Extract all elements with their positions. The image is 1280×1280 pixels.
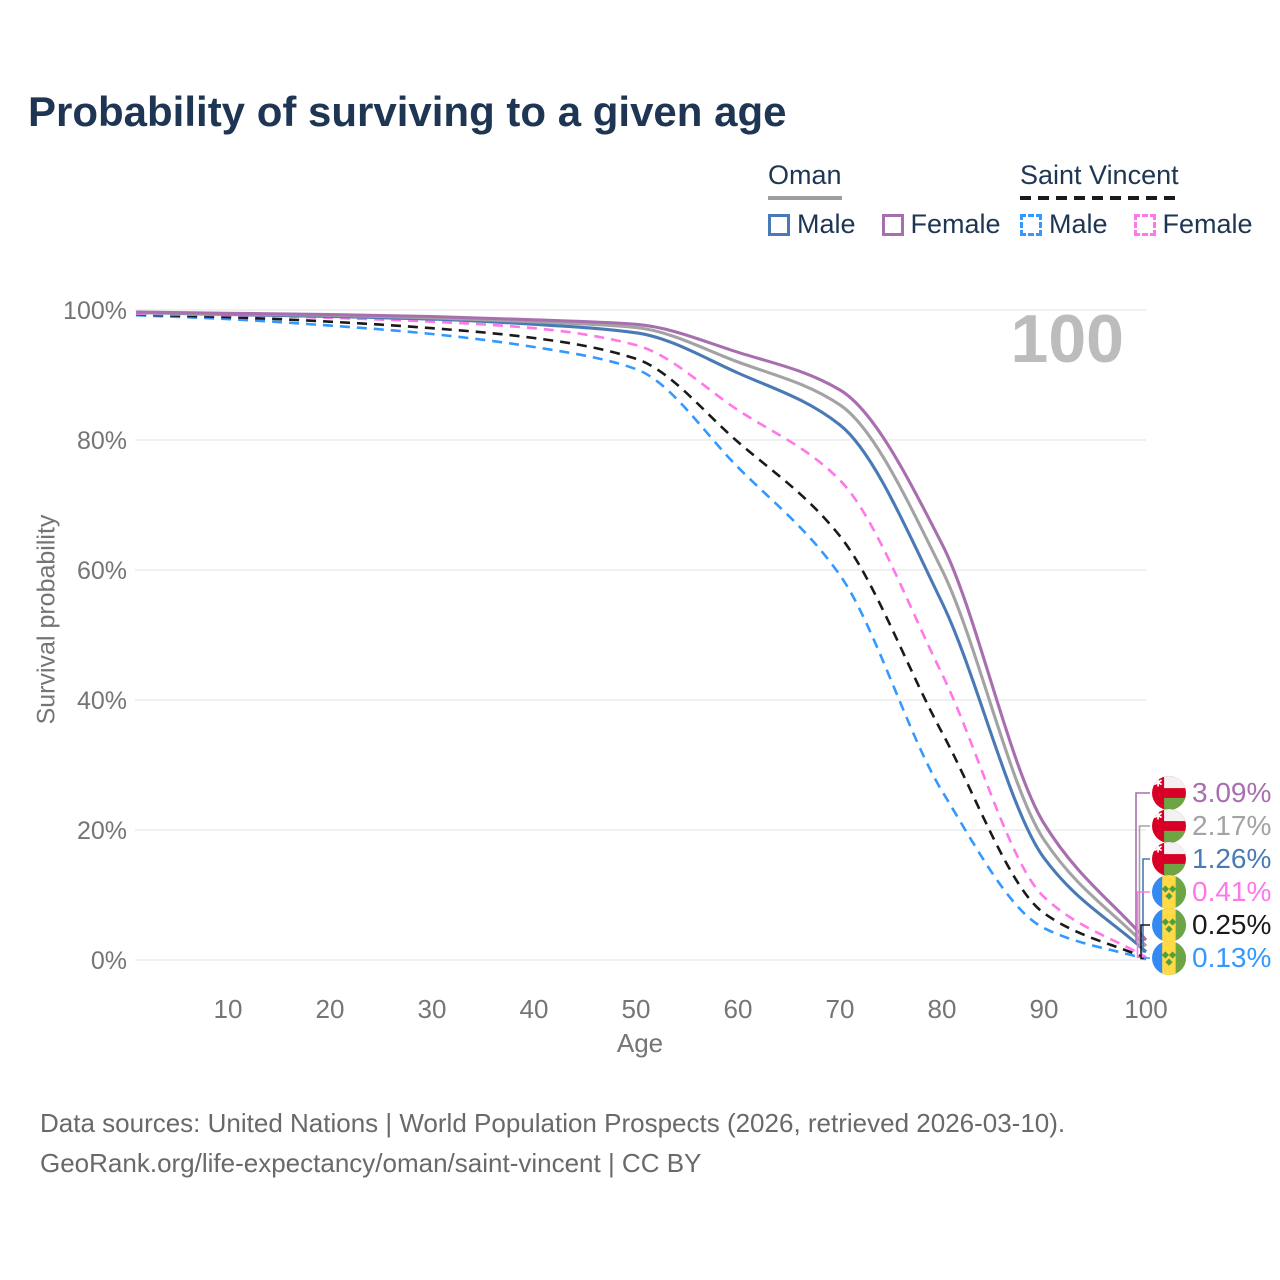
legend-item-label: Female xyxy=(1162,209,1253,239)
x-tick-label: 90 xyxy=(1030,994,1059,1024)
end-label-saint-vincent-female: 0.41% xyxy=(1152,875,1271,909)
legend-item-label: Female xyxy=(910,209,1001,239)
end-label-value: 0.25% xyxy=(1192,909,1272,940)
x-axis-title: Age xyxy=(616,1028,664,1058)
oman-flag-icon xyxy=(1152,776,1186,810)
attribution-link-text: GeoRank.org/life-expectancy/oman/saint-v… xyxy=(40,1148,702,1178)
y-tick-label: 40% xyxy=(77,687,127,715)
saint-vincent-flag-icon xyxy=(1152,908,1186,942)
saint-vincent-flag-icon xyxy=(1152,875,1186,909)
x-tick-label: 60 xyxy=(724,994,753,1024)
age-counter-watermark: 100 xyxy=(1010,301,1124,377)
legend-line-style-sample xyxy=(768,196,842,200)
end-label-oman-male: 1.26% xyxy=(1152,842,1271,876)
legend-header-saint-vincent: Saint Vincent xyxy=(1020,160,1179,190)
series-line-saint-vincent-female xyxy=(136,312,1147,959)
legend-item-oman-female[interactable]: Female xyxy=(881,209,1001,240)
x-tick-label: 70 xyxy=(826,994,855,1024)
y-tick-label: 0% xyxy=(91,947,127,975)
series-line-saint-vincent-male xyxy=(136,313,1147,961)
x-tick-label: 100 xyxy=(1124,994,1167,1024)
y-tick-label: 20% xyxy=(77,817,127,845)
x-tick-label: 40 xyxy=(520,994,549,1024)
saint-vincent-flag-icon xyxy=(1152,908,1186,942)
chart-title: Probability of surviving to a given age xyxy=(28,88,787,135)
oman-flag-icon xyxy=(1152,842,1186,876)
saint-vincent-flag-icon xyxy=(1152,941,1186,975)
legend-header-oman: Oman xyxy=(768,160,842,190)
legend-group-saint-vincent: Saint Vincent Male Female xyxy=(1020,160,1253,240)
y-tick-label: 80% xyxy=(77,427,127,455)
end-label-connector xyxy=(1140,924,1150,960)
x-tick-label: 80 xyxy=(928,994,957,1024)
end-label-value: 0.41% xyxy=(1192,876,1272,907)
legend-swatch xyxy=(881,213,904,236)
legend-swatch xyxy=(768,213,790,236)
series-line-oman-both-sexes xyxy=(136,311,1148,947)
oman-flag-icon xyxy=(1152,809,1186,843)
legend-line-style-sample xyxy=(1020,196,1179,200)
end-label-saint-vincent-male: 0.13% xyxy=(1152,941,1271,975)
legend-item-saint-vincent-female[interactable]: Female xyxy=(1133,209,1253,240)
legend-swatch xyxy=(1020,213,1042,236)
oman-flag-icon xyxy=(1152,842,1186,876)
y-axis-title: Survival probability xyxy=(32,514,61,725)
end-label-value: 1.26% xyxy=(1192,843,1272,874)
legend-item-label: Male xyxy=(797,209,856,239)
series-line-saint-vincent-both-sexes xyxy=(136,313,1147,960)
end-label-oman-female: 3.09% xyxy=(1152,776,1271,810)
end-label-saint-vincent-both-sexes: 0.25% xyxy=(1152,908,1271,942)
saint-vincent-flag-icon xyxy=(1152,875,1186,909)
legend-item-saint-vincent-male[interactable]: Male xyxy=(1020,209,1108,240)
end-label-oman-both-sexes: 2.17% xyxy=(1152,809,1271,843)
end-label-connector xyxy=(1143,957,1150,960)
legend-item-oman-male[interactable]: Male xyxy=(768,209,856,240)
saint-vincent-flag-icon xyxy=(1152,941,1186,975)
y-tick-label: 60% xyxy=(77,557,127,585)
x-tick-label: 10 xyxy=(214,994,243,1024)
legend-swatch xyxy=(1133,213,1156,236)
oman-flag-icon xyxy=(1152,776,1186,810)
legend-group-oman: Oman Male Female xyxy=(768,160,1001,240)
series-line-oman-female xyxy=(136,310,1148,941)
legend-item-label: Male xyxy=(1049,209,1108,239)
data-sources-text: Data sources: United Nations | World Pop… xyxy=(40,1108,1066,1138)
x-tick-label: 30 xyxy=(418,994,447,1024)
oman-flag-icon xyxy=(1152,809,1186,843)
x-tick-label: 50 xyxy=(622,994,651,1024)
y-tick-label: 100% xyxy=(63,297,127,325)
end-label-value: 0.13% xyxy=(1192,942,1272,973)
x-tick-label: 20 xyxy=(316,994,345,1024)
end-label-connector xyxy=(1142,858,1150,953)
series-line-oman-male xyxy=(136,311,1148,953)
end-label-value: 3.09% xyxy=(1192,777,1272,808)
end-label-value: 2.17% xyxy=(1192,810,1272,841)
